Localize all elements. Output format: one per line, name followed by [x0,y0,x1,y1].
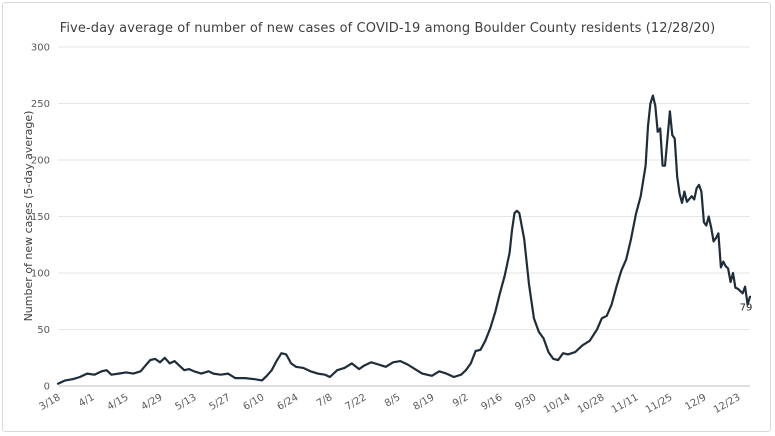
x-tick-label: 6/10 [241,392,266,413]
x-tick-label: 12/9 [683,392,708,413]
y-tick-label: 50 [37,325,50,336]
series-group [56,94,752,385]
data-labels: 79 [740,303,753,314]
x-tick-label: 12/23 [712,392,742,416]
x-tick-label: 6/24 [275,392,300,413]
data-label: 79 [740,303,753,314]
x-tick-label: 10/14 [542,392,572,416]
x-tick-label: 3/18 [38,392,63,413]
x-tick-label: 9/30 [513,392,538,413]
y-tick-label: 250 [31,99,50,110]
x-tick-label: 10/28 [576,392,606,416]
x-tick-label: 7/22 [343,392,368,413]
x-tick-label: 5/27 [208,392,233,413]
y-tick-label: 100 [31,269,50,280]
y-axis-label: Number of new cases (5-day average) [22,111,35,322]
x-tick-label: 4/1 [77,392,96,410]
x-axis: 3/18 4/1 4/15 4/29 5/13 5/27 6/10 6/24 7/8 7/22 8/… [38,392,743,416]
x-tick-label: 4/29 [140,392,165,413]
x-tick-label: 4/15 [106,392,131,413]
y-tick-label: 0 [44,382,50,393]
x-tick-label: 5/13 [174,392,199,413]
series-line [56,94,752,385]
y-tick-label: 150 [31,212,50,223]
y-tick-label: 300 [31,43,50,54]
y-tick-label: 200 [31,156,50,167]
x-tick-label: 11/11 [610,392,640,416]
chart-title: Five-day average of number of new cases … [59,21,716,36]
x-tick-label: 9/2 [451,392,470,410]
x-tick-label: 9/16 [479,392,504,413]
x-tick-label: 8/19 [411,392,436,413]
y-axis: 0 50 100 150 200 250 300 [31,43,50,393]
gridlines [58,46,750,387]
x-tick-label: 8/5 [383,392,402,410]
x-tick-label: 11/25 [644,392,674,416]
x-tick-label: 7/8 [315,392,334,410]
